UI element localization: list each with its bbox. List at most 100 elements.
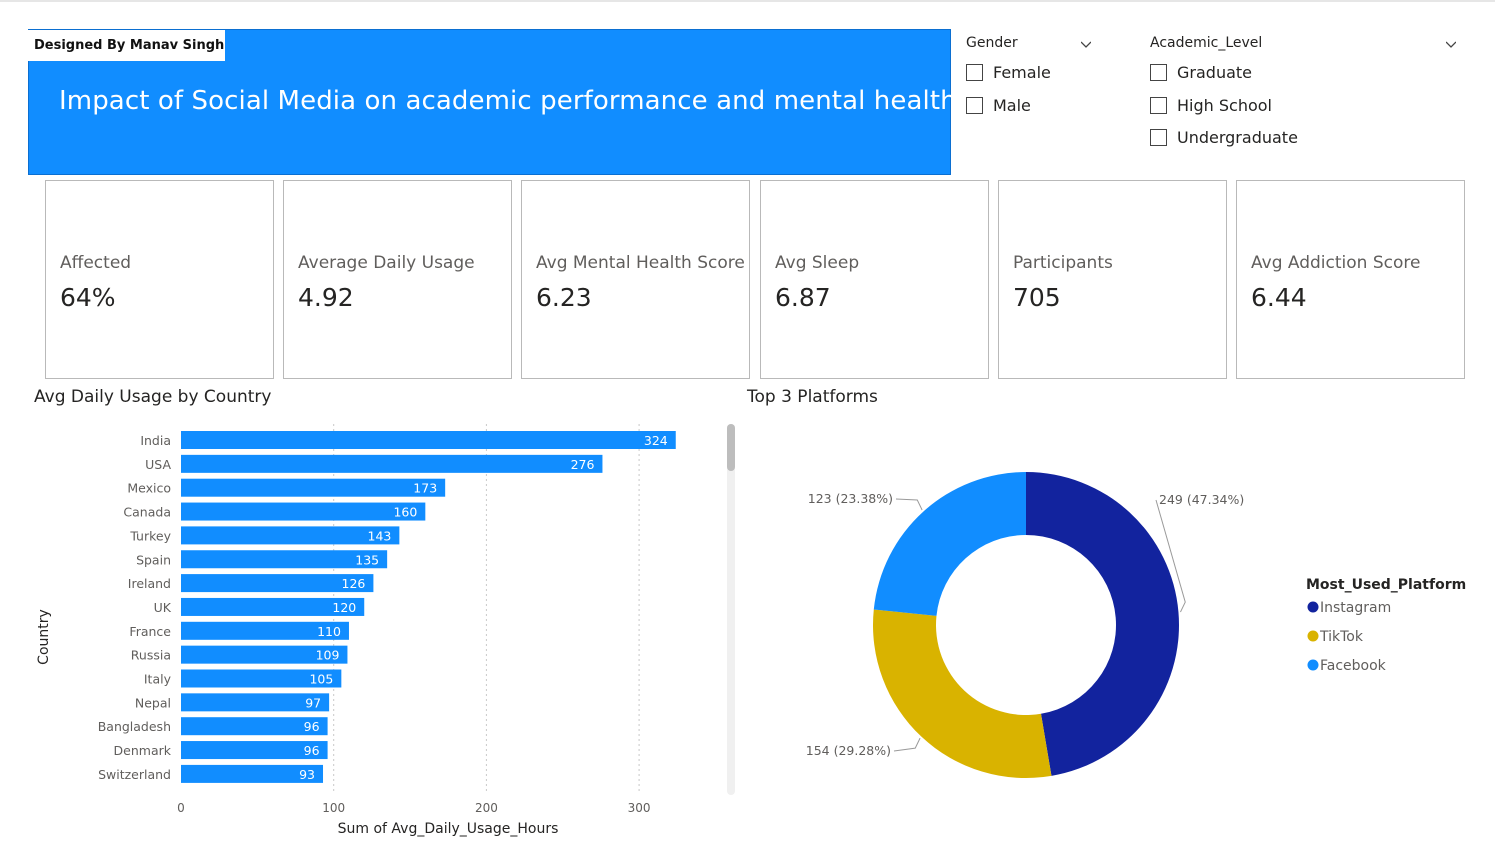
legend-item-facebook[interactable]: Facebook [1320, 658, 1387, 674]
chevron-down-icon[interactable] [1446, 39, 1456, 49]
bar[interactable] [181, 621, 349, 640]
kpi-label: Participants [1013, 253, 1113, 273]
gender-option-male[interactable]: Male [966, 96, 1031, 115]
category-label: India [140, 433, 171, 448]
category-label: Nepal [135, 695, 171, 710]
option-label: High School [1177, 96, 1272, 115]
bar[interactable] [181, 454, 603, 473]
bar-data-label: 160 [393, 505, 417, 520]
legend-marker [1307, 659, 1319, 671]
bar[interactable] [181, 741, 328, 760]
bar[interactable] [181, 431, 676, 449]
kpi-card-participants: Participants 705 [998, 180, 1227, 379]
kpi-value: 64% [60, 283, 116, 312]
checkbox[interactable] [966, 97, 983, 114]
gender-option-female[interactable]: Female [966, 63, 1051, 82]
checkbox[interactable] [1150, 97, 1167, 114]
academic-level-slicer-title: Academic_Level [1150, 35, 1263, 51]
category-label: Italy [144, 672, 172, 687]
donut-slice-instagram[interactable] [1026, 472, 1179, 776]
x-tick-label: 100 [322, 801, 345, 815]
top-divider [0, 0, 1495, 2]
scrollbar-thumb[interactable] [727, 424, 735, 471]
y-axis-label: Country [36, 609, 52, 665]
bar[interactable] [181, 645, 348, 664]
category-label: Russia [131, 648, 171, 663]
category-label: France [129, 624, 171, 639]
kpi-card-avg-mental-health-score: Avg Mental Health Score 6.23 [521, 180, 750, 379]
x-tick-label: 300 [628, 801, 651, 815]
leader-line [893, 737, 921, 752]
leader-line [895, 498, 923, 511]
checkbox[interactable] [1150, 129, 1167, 146]
checkbox[interactable] [1150, 64, 1167, 81]
category-label: Spain [136, 552, 171, 567]
bar-data-label: 105 [309, 672, 333, 687]
donut-slice-facebook[interactable] [873, 472, 1026, 616]
slice-data-label: 154 (29.28%) [806, 743, 891, 758]
academic-option-high-school[interactable]: High School [1150, 96, 1272, 115]
kpi-card-avg-sleep: Avg Sleep 6.87 [760, 180, 989, 379]
category-label: UK [154, 600, 172, 615]
kpi-value: 6.87 [775, 283, 831, 312]
bar-data-label: 110 [317, 624, 341, 639]
x-tick-label: 0 [177, 801, 185, 815]
kpi-card-average-daily-usage: Average Daily Usage 4.92 [283, 180, 512, 379]
legend-item-tiktok[interactable]: TikTok [1319, 629, 1364, 645]
x-axis-label: Sum of Avg_Daily_Usage_Hours [338, 821, 559, 837]
academic-option-undergraduate[interactable]: Undergraduate [1150, 128, 1298, 147]
bar-data-label: 97 [305, 695, 321, 710]
bar[interactable] [181, 478, 446, 497]
kpi-card-avg-addiction-score: Avg Addiction Score 6.44 [1236, 180, 1465, 379]
option-label: Graduate [1177, 63, 1252, 82]
bar-data-label: 126 [342, 576, 366, 591]
bar[interactable] [181, 693, 330, 712]
category-label: USA [145, 457, 171, 472]
academic-option-graduate[interactable]: Graduate [1150, 63, 1252, 82]
category-label: Ireland [128, 576, 171, 591]
bar[interactable] [181, 597, 365, 616]
slice-data-label: 249 (47.34%) [1159, 492, 1244, 507]
option-label: Male [993, 96, 1031, 115]
option-label: Female [993, 63, 1051, 82]
scrollbar-track[interactable] [727, 424, 735, 795]
kpi-value: 4.92 [298, 283, 354, 312]
gender-slicer: Gender Female Male [966, 35, 1098, 135]
bar-data-label: 109 [316, 648, 340, 663]
bar-data-label: 96 [304, 719, 320, 734]
option-label: Undergraduate [1177, 128, 1298, 147]
leader-line [1155, 499, 1186, 613]
donut-chart: 249 (47.34%) 154 (29.28%) 123 (23.38%) Mos… [806, 472, 1466, 778]
bar[interactable] [181, 502, 426, 521]
bar-data-label: 143 [368, 528, 392, 543]
kpi-label: Avg Addiction Score [1251, 253, 1421, 273]
kpi-label: Average Daily Usage [298, 253, 475, 273]
bar-data-label: 96 [304, 743, 320, 758]
bar-data-label: 93 [299, 767, 315, 782]
designer-credit: Designed By Manav Singh [28, 30, 225, 61]
category-label: Turkey [129, 528, 171, 543]
bar[interactable] [181, 717, 328, 736]
bar[interactable] [181, 669, 342, 688]
category-label: Mexico [127, 481, 171, 496]
dashboard-title: Impact of Social Media on academic perfo… [59, 86, 957, 116]
bar[interactable] [181, 526, 400, 545]
legend-marker [1307, 630, 1319, 642]
donut-slice-tiktok[interactable] [873, 609, 1052, 778]
bar[interactable] [181, 550, 388, 569]
kpi-label: Affected [60, 253, 132, 273]
donut-chart-title: Top 3 Platforms [747, 387, 878, 407]
chevron-down-icon[interactable] [1081, 39, 1091, 49]
bar-data-label: 120 [332, 600, 356, 615]
bar-data-label: 173 [413, 481, 437, 496]
kpi-label: Avg Sleep [775, 253, 860, 273]
checkbox[interactable] [966, 64, 983, 81]
legend-item-instagram[interactable]: Instagram [1320, 600, 1391, 616]
category-label: Bangladesh [98, 719, 171, 734]
bar-chart-title: Avg Daily Usage by Country [34, 387, 272, 407]
category-label: Canada [123, 505, 171, 520]
bar[interactable] [181, 764, 324, 783]
bar[interactable] [181, 574, 374, 593]
kpi-card-affected: Affected 64% [45, 180, 274, 379]
